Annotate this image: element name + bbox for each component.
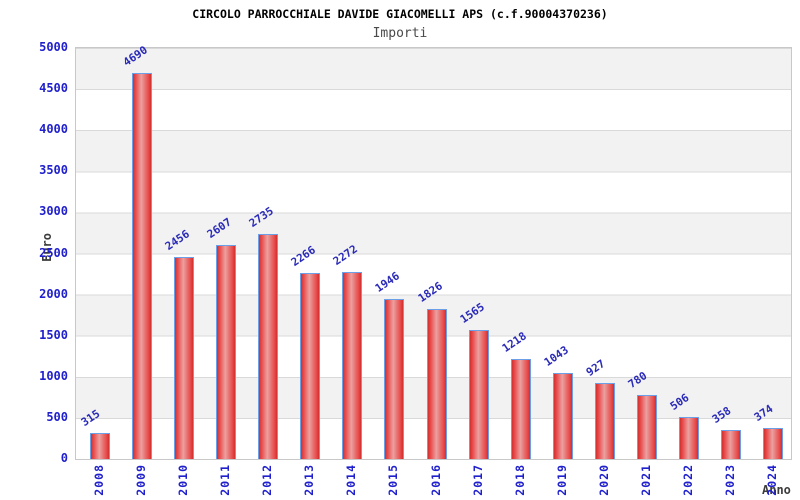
bar-value-label: 1565 xyxy=(457,300,487,326)
bar-value-label: 2607 xyxy=(204,215,235,241)
bar-2017 xyxy=(468,330,489,459)
y-tick-label: 5000 xyxy=(39,40,68,54)
bar-value-label: 1946 xyxy=(373,269,403,295)
x-tick-label-2024: 2024 xyxy=(764,464,779,496)
y-tick-label: 500 xyxy=(46,409,68,424)
bar-2012 xyxy=(258,234,279,459)
bar-value-label: 315 xyxy=(78,407,103,429)
bar-2024 xyxy=(762,428,783,459)
bar-value-label: 1218 xyxy=(499,329,529,355)
x-tick-label-2010: 2010 xyxy=(176,464,191,496)
bar-value-label: 2272 xyxy=(331,242,361,268)
y-tick-label: 1500 xyxy=(39,327,68,342)
x-tick-label-2009: 2009 xyxy=(134,464,149,496)
chart-subtitle: Importi xyxy=(372,26,428,41)
x-tick-label-2016: 2016 xyxy=(428,464,443,496)
bar-value-label: 780 xyxy=(625,369,650,391)
y-tick-label: 3000 xyxy=(39,204,68,219)
bar-2011 xyxy=(216,245,237,459)
chart-title: CIRCOLO PARROCCHIALE DAVIDE GIACOMELLI A… xyxy=(192,7,608,21)
x-tick-label-2012: 2012 xyxy=(260,464,275,496)
x-tick-label-2021: 2021 xyxy=(638,464,653,496)
bar-2008 xyxy=(90,433,111,459)
x-tick-label-2020: 2020 xyxy=(596,464,611,496)
bar-value-label: 2266 xyxy=(289,243,319,269)
x-tick-label-2008: 2008 xyxy=(92,464,107,496)
bar-2013 xyxy=(300,273,321,459)
y-tick-label: 2500 xyxy=(39,245,68,260)
bar-value-label: 358 xyxy=(709,404,734,426)
x-tick-label-2019: 2019 xyxy=(554,464,569,496)
x-tick-label-2022: 2022 xyxy=(680,464,695,496)
x-tick-label-2014: 2014 xyxy=(344,464,359,496)
bar-2021 xyxy=(636,395,657,459)
x-tick-label-2018: 2018 xyxy=(512,464,527,496)
y-tick-label: 2000 xyxy=(39,286,68,301)
bar-2019 xyxy=(552,373,573,459)
bar-2010 xyxy=(174,257,195,459)
bar-2020 xyxy=(594,383,615,459)
bar-2014 xyxy=(342,272,363,459)
plot-area: 315 4690 2456 2607 2735 2266 2272 1946 1826 1565 1… xyxy=(75,43,792,460)
bar-value-label: 1043 xyxy=(541,343,571,369)
bar-value-label: 506 xyxy=(667,391,692,413)
bar-2015 xyxy=(384,299,405,459)
bar-value-label: 4690 xyxy=(120,43,151,69)
bar-2023 xyxy=(720,430,741,459)
bar-2018 xyxy=(510,359,531,459)
y-tick-label: 3500 xyxy=(39,163,68,178)
bar-value-label: 2735 xyxy=(246,204,277,230)
x-tick-label-2017: 2017 xyxy=(470,464,485,496)
y-tick-label: 4500 xyxy=(39,81,68,96)
y-tick-label: 4000 xyxy=(39,122,68,137)
x-axis-title: Anno xyxy=(762,483,791,497)
bar-value-label: 1826 xyxy=(415,279,445,305)
y-tick-label: 0 xyxy=(60,451,68,465)
x-tick-label-2023: 2023 xyxy=(722,464,737,496)
bar-value-label: 2456 xyxy=(162,227,193,253)
x-tick-label-2011: 2011 xyxy=(218,464,233,496)
bar-2022 xyxy=(678,417,699,459)
bar-value-label: 374 xyxy=(751,402,776,424)
bar-2009 xyxy=(132,73,153,459)
bar-value-label: 927 xyxy=(583,357,608,379)
bar-2016 xyxy=(426,309,447,459)
x-tick-label-2013: 2013 xyxy=(302,464,317,496)
y-tick-label: 1000 xyxy=(39,368,68,383)
x-tick-label-2015: 2015 xyxy=(386,464,401,496)
